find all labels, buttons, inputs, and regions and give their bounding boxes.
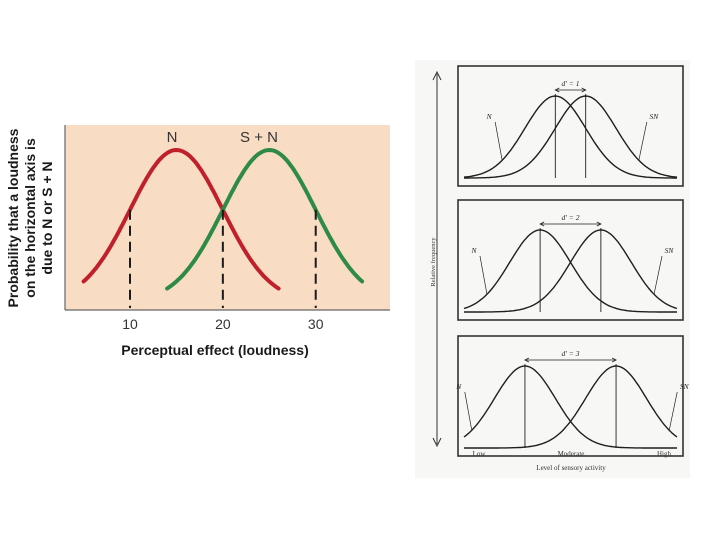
- left-y-label-line-3: due to N or S + N: [39, 161, 55, 274]
- dprime-label: d' = 2: [562, 213, 580, 222]
- right-panel-dprime-2: d' = 2 N SN: [457, 199, 684, 321]
- right-panel-frame: [457, 65, 684, 187]
- right-y-axis-label: Relative frequency: [430, 237, 437, 287]
- x-tick-label-20: 20: [215, 316, 231, 332]
- right-panel-frame: [457, 335, 684, 457]
- signal-label: SN: [680, 382, 690, 391]
- signal-leader-line: [653, 255, 663, 295]
- noise-label: N: [470, 246, 477, 255]
- noise-leader-line: [494, 121, 503, 161]
- dprime-label: d' = 3: [562, 349, 580, 358]
- series-label-s-plus-n: S + N: [240, 129, 278, 146]
- signal-distribution-curve: [464, 229, 678, 313]
- noise-leader-line: [479, 255, 488, 295]
- noise-leader-line: [464, 391, 473, 431]
- dprime-arrowhead-right: [581, 87, 587, 93]
- left-chart: 10 20 30 N S + N Perceptual effect (loudne…: [5, 125, 390, 358]
- right-y-arrow-top: [432, 70, 442, 81]
- series-curve-s-plus-n: [165, 147, 365, 291]
- signal-label: SN: [649, 112, 659, 121]
- left-y-label-line-2: on the horizontal axis is: [22, 138, 38, 298]
- dprime-arrowhead-left: [524, 357, 530, 363]
- series-label-n: N: [167, 129, 178, 146]
- signal-label: SN: [665, 246, 675, 255]
- signal-distribution-curve: [464, 365, 678, 449]
- signal-distribution-curve: [464, 95, 678, 179]
- left-curves: [81, 147, 365, 291]
- dprime-label: d' = 1: [562, 79, 580, 88]
- noise-label: N: [486, 112, 493, 121]
- noise-label: N: [455, 382, 462, 391]
- signal-leader-line: [638, 121, 648, 161]
- left-x-tick-labels: 10 20 30: [122, 316, 324, 332]
- dprime-arrowhead-right: [596, 221, 602, 227]
- right-x-tick-high: High: [657, 450, 672, 458]
- left-y-label-line-1: Probability that a loudness: [5, 128, 21, 307]
- right-panel-dprime-3: d' = 3 N SN: [455, 335, 690, 457]
- x-tick-label-30: 30: [308, 316, 324, 332]
- dprime-arrowhead-left: [554, 87, 560, 93]
- left-criterion-lines: [129, 209, 317, 308]
- right-panel-dprime-1: d' = 1 N SN: [457, 65, 684, 187]
- right-chart: Relative frequency d' = 1N SNd' = 2N SNd' …: [415, 60, 690, 478]
- right-y-arrow-bottom: [432, 437, 442, 448]
- left-x-axis-label: Perceptual effect (loudness): [121, 342, 309, 358]
- right-x-tick-low: Low: [473, 450, 487, 458]
- left-y-axis-label: Probability that a loudness on the horiz…: [5, 128, 55, 307]
- right-panel-frame: [457, 199, 684, 321]
- right-panels: d' = 1 N SN d' = 2 N SN d' = 3 N SN: [455, 65, 690, 457]
- signal-leader-line: [668, 391, 678, 431]
- right-figure-background: [415, 60, 690, 478]
- dprime-arrowhead-left: [539, 221, 545, 227]
- right-x-axis-label: Level of sensory activity: [536, 464, 606, 472]
- dprime-arrowhead-right: [611, 357, 617, 363]
- right-x-tick-moderate: Moderate: [558, 450, 585, 458]
- x-tick-label-10: 10: [122, 316, 138, 332]
- series-curve-n: [81, 147, 281, 291]
